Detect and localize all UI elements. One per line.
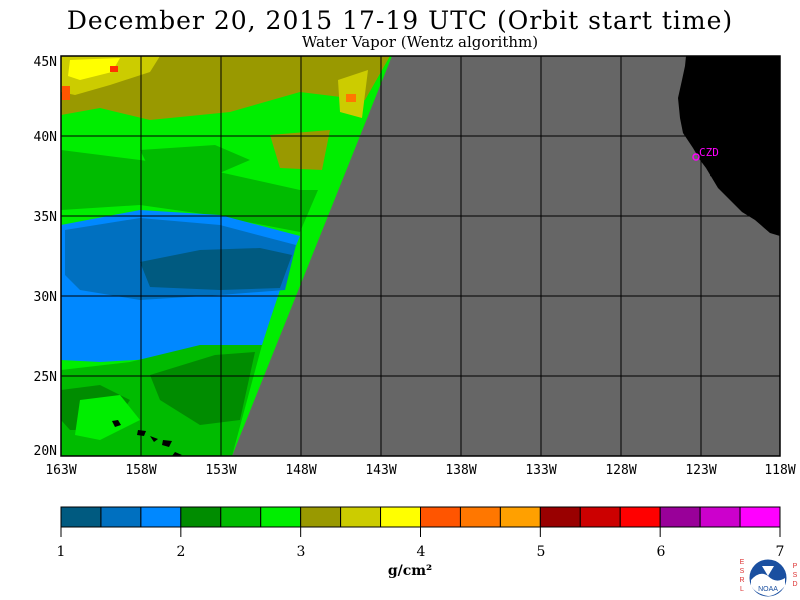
logo-letter: E <box>739 559 745 566</box>
colorbar-segment <box>300 506 342 528</box>
lat-label-40n: 40N <box>34 130 57 145</box>
lat-label-20n: 20N <box>34 444 57 459</box>
colorbar-segment <box>459 506 501 528</box>
colorbar-tick-2: 2 <box>177 544 186 560</box>
colorbar-segment <box>340 506 382 528</box>
colorbar-segment <box>140 506 182 528</box>
logo-letter: R <box>739 577 745 584</box>
lat-label-25n: 25N <box>34 370 57 385</box>
colorbar-segment <box>499 506 541 528</box>
logo-letter: P <box>792 563 798 570</box>
colorbar <box>60 506 781 537</box>
noaa-emblem-icon: NOAA <box>748 558 788 598</box>
colorbar-segment <box>180 506 222 528</box>
logo-letter: S <box>792 572 798 579</box>
station-label: CZD <box>699 146 719 159</box>
colorbar-segment <box>539 506 581 528</box>
colorbar-segment <box>739 506 781 528</box>
lat-label-45n: 45N <box>34 55 57 70</box>
colorbar-tick-6: 6 <box>657 544 666 560</box>
lon-label-153w: 153W <box>205 463 236 478</box>
lon-label-128w: 128W <box>605 463 636 478</box>
colorbar-segment <box>619 506 661 528</box>
map-title: December 20, 2015 17-19 UTC (Orbit start… <box>66 6 734 35</box>
colorbar-tick-4: 4 <box>417 544 426 560</box>
logo-letter: L <box>740 586 744 593</box>
lon-label-138w: 138W <box>445 463 476 478</box>
noaa-logo: E S R L NOAA P S D <box>736 556 798 600</box>
lon-label-133w: 133W <box>525 463 556 478</box>
lon-label-123w: 123W <box>685 463 716 478</box>
colorbar-tick-1: 1 <box>57 544 66 560</box>
colorbar-segment <box>100 506 142 528</box>
station-marker <box>692 153 700 161</box>
colorbar-segment <box>699 506 741 528</box>
map-subtitle: Water Vapor (Wentz algorithm) <box>301 33 539 51</box>
logo-letter: S <box>739 568 745 575</box>
grid-lines <box>61 56 780 456</box>
colorbar-segment <box>220 506 262 528</box>
colorbar-tick-5: 5 <box>537 544 546 560</box>
lon-label-158w: 158W <box>125 463 156 478</box>
colorbar-segment <box>60 506 102 528</box>
colorbar-tick-7: 7 <box>776 544 785 560</box>
lon-label-143w: 143W <box>365 463 396 478</box>
lon-label-118w: 118W <box>764 463 795 478</box>
colorbar-units: g/cm² <box>387 563 433 579</box>
colorbar-segment <box>579 506 621 528</box>
colorbar-segment <box>420 506 461 528</box>
logo-text: NOAA <box>758 586 778 593</box>
colorbar-segment <box>380 506 421 528</box>
colorbar-segment <box>260 506 302 528</box>
logo-letter: D <box>792 581 798 588</box>
colorbar-segment <box>659 506 701 528</box>
map-frame <box>60 55 781 457</box>
data-field <box>61 56 780 456</box>
lat-label-30n: 30N <box>34 290 57 305</box>
lon-label-163w: 163W <box>45 463 76 478</box>
lon-label-148w: 148W <box>285 463 316 478</box>
colorbar-tick-3: 3 <box>297 544 306 560</box>
lat-label-35n: 35N <box>34 210 57 225</box>
